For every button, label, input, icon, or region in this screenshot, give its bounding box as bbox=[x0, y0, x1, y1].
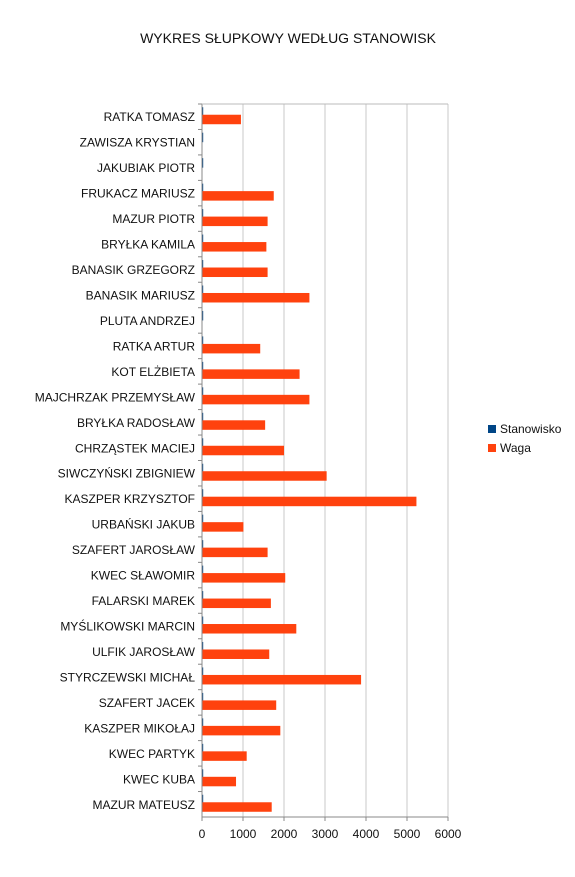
bar-waga bbox=[202, 598, 271, 609]
category-label: KOT ELŻBIETA bbox=[111, 365, 195, 379]
bar-stanowisko bbox=[202, 132, 204, 143]
bar-waga bbox=[202, 700, 277, 710]
bar-stanowisko bbox=[202, 794, 204, 805]
legend-label-waga: Waga bbox=[500, 441, 531, 455]
category-label: FALARSKI MAREK bbox=[92, 594, 195, 608]
category-label: BANASIK GRZEGORZ bbox=[72, 263, 195, 277]
category-label: ULFIK JAROSŁAW bbox=[92, 645, 196, 659]
bars bbox=[202, 107, 417, 812]
bar-waga bbox=[202, 242, 267, 252]
category-label: FRUKACZ MARIUSZ bbox=[81, 187, 195, 201]
legend-swatch-waga bbox=[488, 444, 496, 452]
bar-waga bbox=[202, 674, 362, 685]
category-label: SZAFERT JACEK bbox=[99, 696, 195, 710]
category-label: URBAŃSKI JAKUB bbox=[92, 517, 195, 532]
category-label: KASZPER MIKOŁAJ bbox=[84, 721, 195, 735]
bar-waga bbox=[202, 547, 268, 558]
category-label: MAZUR MATEUSZ bbox=[93, 798, 195, 812]
bar-stanowisko bbox=[202, 616, 204, 627]
bar-stanowisko bbox=[202, 743, 204, 754]
bar-waga bbox=[202, 471, 327, 481]
bar-waga bbox=[202, 624, 297, 634]
x-tick-label: 3000 bbox=[312, 827, 339, 841]
category-label: CHRZĄSTEK MACIEJ bbox=[75, 441, 195, 455]
category-label: STYRCZEWSKI MICHAŁ bbox=[60, 670, 196, 684]
bar-stanowisko bbox=[202, 234, 204, 245]
bar-waga bbox=[202, 776, 237, 787]
x-tick-labels: 0 1000 2000 3000 4000 5000 6000 bbox=[199, 827, 462, 841]
bar-stanowisko bbox=[202, 718, 204, 728]
bar-stanowisko bbox=[202, 591, 204, 601]
bar-stanowisko bbox=[202, 285, 204, 295]
bar-stanowisko bbox=[202, 361, 204, 372]
category-label: BRYŁKA KAMILA bbox=[101, 238, 195, 252]
bar-stanowisko bbox=[202, 183, 204, 194]
bar-waga bbox=[202, 394, 310, 405]
bar-stanowisko bbox=[202, 692, 204, 703]
bar-stanowisko bbox=[202, 769, 204, 779]
bar-waga bbox=[202, 114, 241, 125]
bar-waga bbox=[202, 292, 310, 303]
category-label: RATKA ARTUR bbox=[113, 339, 196, 353]
bar-waga bbox=[202, 496, 417, 507]
category-label: MAJCHRZAK PRZEMYSŁAW bbox=[35, 390, 196, 404]
category-label: KWEC PARTYK bbox=[109, 747, 195, 761]
bar-waga bbox=[202, 573, 286, 583]
category-label: KWEC KUBA bbox=[123, 772, 195, 786]
chart-title: WYKRES SŁUPKOWY WEDŁUG STANOWISK bbox=[140, 30, 437, 46]
category-label: KWEC SŁAWOMIR bbox=[91, 569, 196, 583]
bar-stanowisko bbox=[202, 540, 204, 550]
gridlines bbox=[198, 103, 449, 821]
x-tick-label: 6000 bbox=[435, 827, 462, 841]
category-label: BANASIK MARIUSZ bbox=[86, 288, 195, 302]
legend-label-stanowisko: Stanowisko bbox=[500, 422, 562, 436]
category-label: RATKA TOMASZ bbox=[104, 110, 195, 124]
bar-stanowisko bbox=[202, 667, 204, 677]
bar-stanowisko bbox=[202, 565, 204, 576]
x-tick-label: 4000 bbox=[353, 827, 380, 841]
bar-waga bbox=[202, 751, 247, 761]
bar-stanowisko bbox=[202, 438, 204, 448]
bar-stanowisko bbox=[202, 641, 204, 652]
category-label: MAZUR PIOTR bbox=[112, 212, 195, 226]
category-label: SIWCZYŃSKI ZBIGNIEW bbox=[58, 466, 196, 481]
bar-waga bbox=[202, 725, 281, 736]
bar-stanowisko bbox=[202, 310, 204, 321]
legend: Stanowisko Waga bbox=[488, 422, 562, 455]
bar-waga bbox=[202, 802, 272, 812]
bar-stanowisko bbox=[202, 412, 204, 423]
category-label: MYŚLIKOWSKI MARCIN bbox=[60, 619, 195, 634]
bar-waga bbox=[202, 522, 244, 532]
bar-stanowisko bbox=[202, 107, 204, 117]
category-label: BRYŁKA RADOSŁAW bbox=[77, 416, 196, 430]
bar-waga bbox=[202, 343, 261, 354]
bar-waga bbox=[202, 369, 300, 379]
category-label: PLUTA ANDRZEJ bbox=[100, 314, 195, 328]
bar-stanowisko bbox=[202, 260, 204, 270]
category-labels: RATKA TOMASZ ZAWISZA KRYSTIAN JAKUBIAK PIO… bbox=[35, 110, 196, 812]
bar-stanowisko bbox=[202, 158, 204, 168]
bar-waga bbox=[202, 420, 266, 430]
bar-waga bbox=[202, 191, 274, 201]
bar-stanowisko bbox=[202, 336, 204, 346]
bar-stanowisko bbox=[202, 209, 204, 219]
bar-stanowisko bbox=[202, 387, 204, 397]
legend-swatch-stanowisko bbox=[488, 425, 496, 433]
x-tick-label: 0 bbox=[199, 827, 206, 841]
x-tick-label: 5000 bbox=[394, 827, 421, 841]
bar-waga bbox=[202, 216, 268, 227]
category-label: SZAFERT JAROSŁAW bbox=[72, 543, 196, 557]
x-tick-label: 2000 bbox=[271, 827, 298, 841]
category-label: KASZPER KRZYSZTOF bbox=[65, 492, 195, 506]
bar-stanowisko bbox=[202, 463, 204, 474]
bar-stanowisko bbox=[202, 514, 204, 525]
bar-waga bbox=[202, 649, 270, 659]
bar-waga bbox=[202, 445, 284, 456]
category-label: JAKUBIAK PIOTR bbox=[97, 161, 195, 175]
category-label: ZAWISZA KRYSTIAN bbox=[80, 136, 195, 150]
bar-waga bbox=[202, 267, 268, 278]
x-tick-label: 1000 bbox=[230, 827, 257, 841]
bar-stanowisko bbox=[202, 489, 204, 499]
